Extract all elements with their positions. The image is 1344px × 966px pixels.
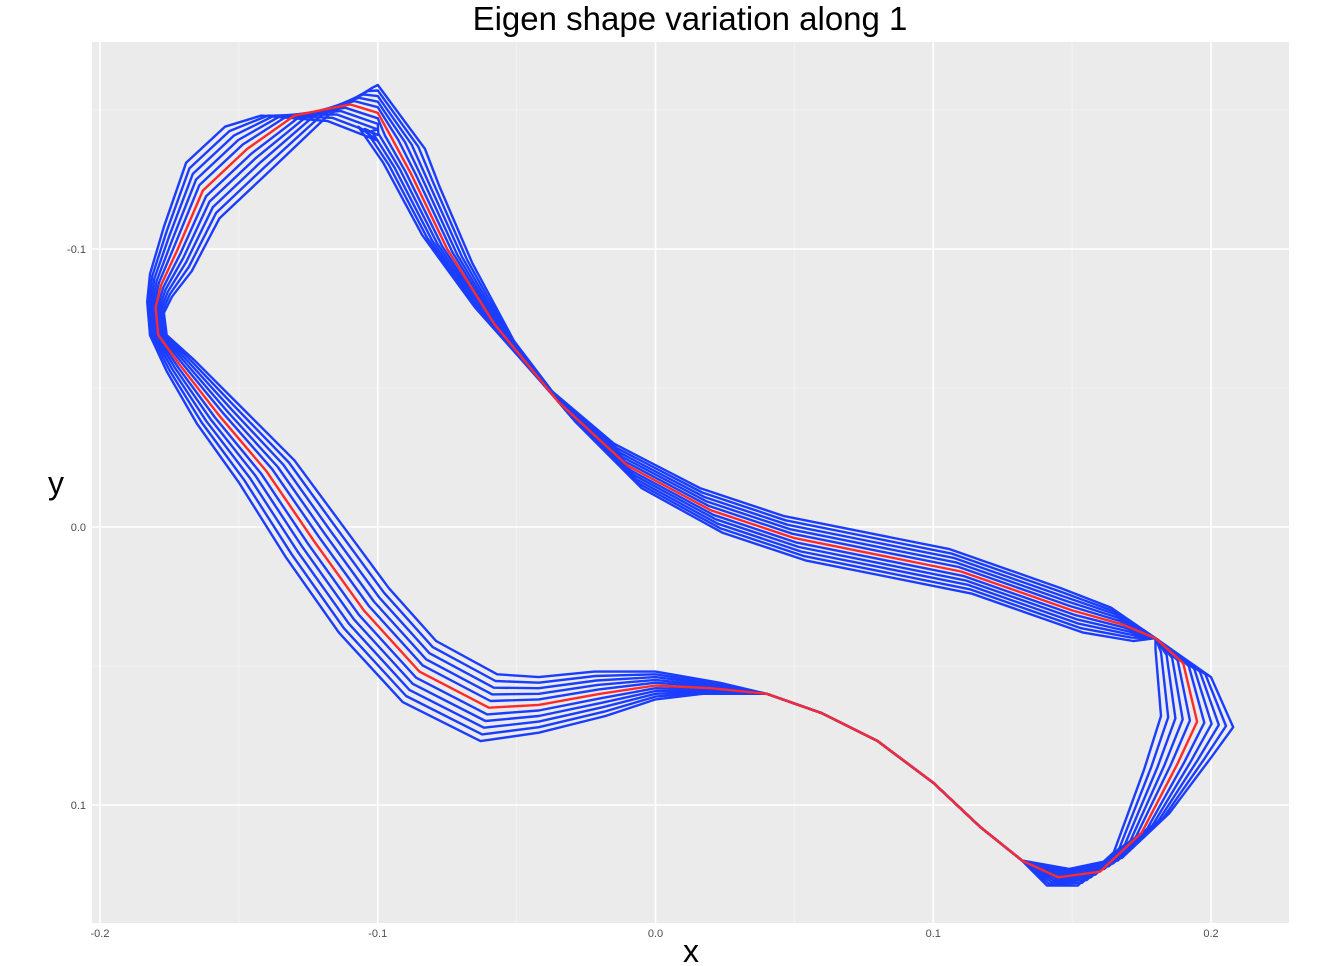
x-axis-title: x xyxy=(683,933,699,966)
tick-labels: -0.2 -0.1 0.0 0.1 0.2 -0.1 0.0 0.1 xyxy=(67,244,1219,940)
grid-lines xyxy=(92,42,1289,923)
x-tick-label: -0.1 xyxy=(368,928,387,940)
x-tick-label: 0.2 xyxy=(1203,928,1218,940)
shape-curves xyxy=(146,83,1235,887)
y-tick-label: 0.1 xyxy=(71,800,86,812)
chart-title: Eigen shape variation along 1 xyxy=(472,0,908,37)
x-tick-label: 0.0 xyxy=(648,928,663,940)
x-tick-label: -0.2 xyxy=(91,928,110,940)
y-tick-label: 0.0 xyxy=(71,522,86,534)
y-tick-label: -0.1 xyxy=(67,244,86,256)
y-axis-title: y xyxy=(48,465,64,501)
mean-shape-curve xyxy=(154,103,1199,879)
x-tick-label: 0.1 xyxy=(926,928,941,940)
